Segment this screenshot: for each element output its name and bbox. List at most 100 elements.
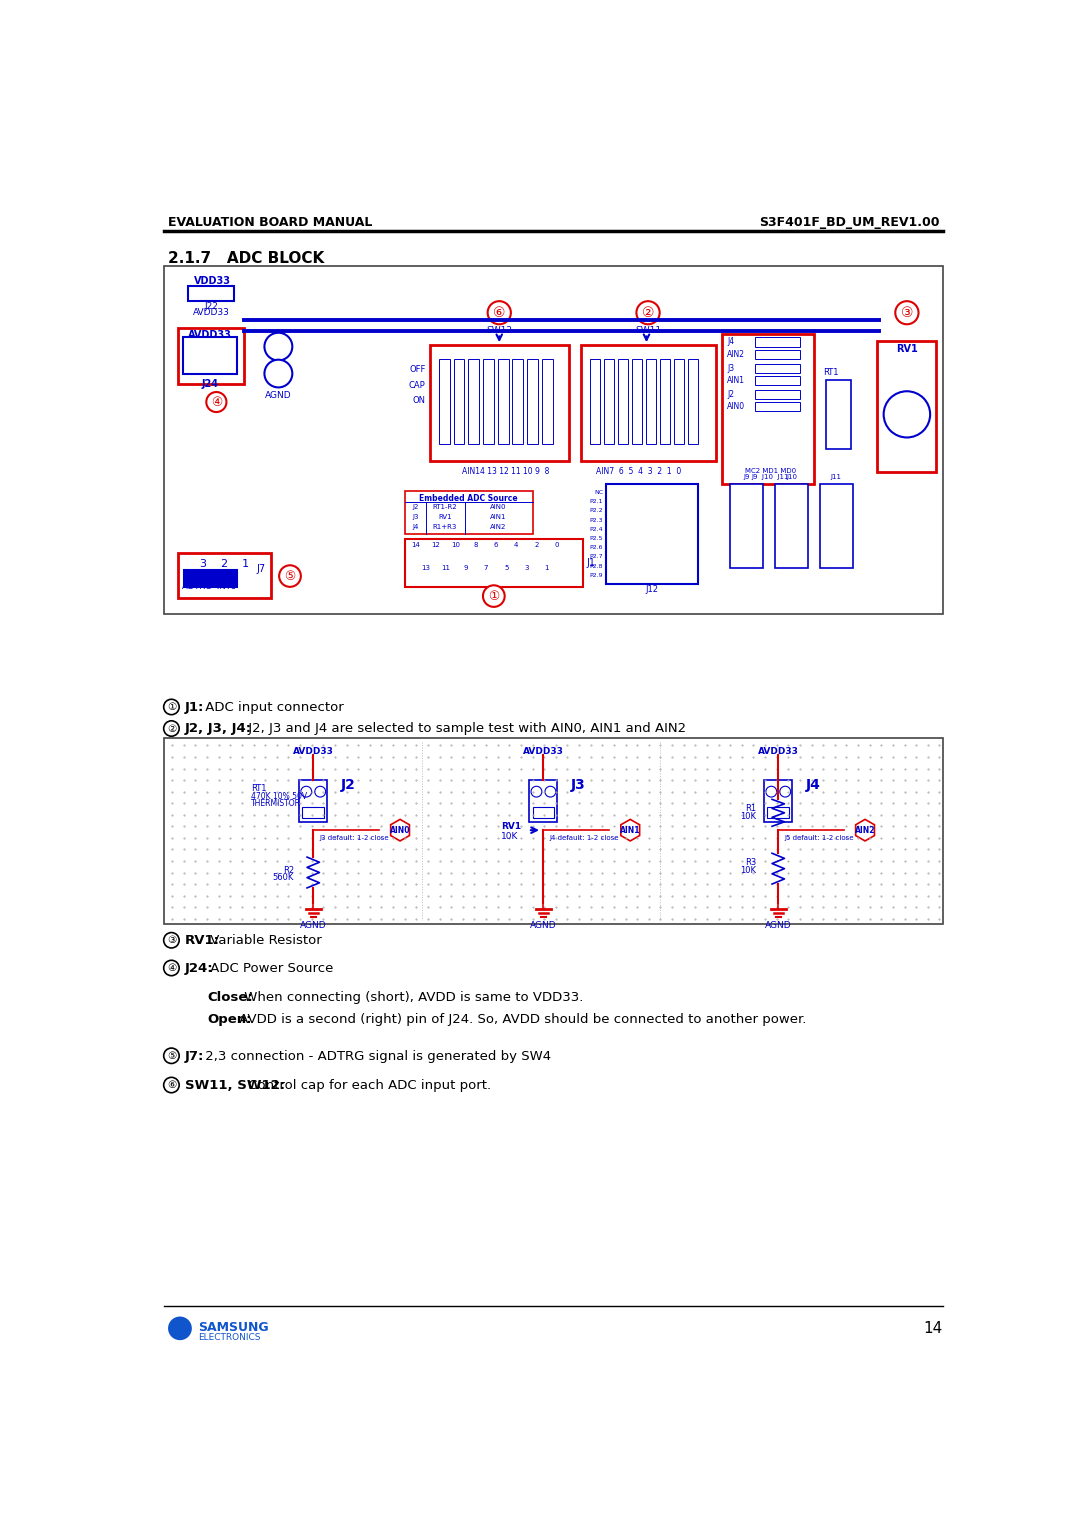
Circle shape [265, 359, 293, 388]
Circle shape [314, 787, 326, 798]
Bar [755, 364, 800, 373]
Text: THERMISTOR: THERMISTOR [252, 799, 301, 808]
Text: ON: ON [413, 396, 426, 405]
Bar [660, 359, 670, 443]
Text: R3: R3 [745, 859, 757, 866]
Bar [177, 553, 271, 597]
Text: J4: J4 [806, 778, 821, 792]
Text: J12: J12 [646, 585, 659, 594]
Bar [765, 781, 793, 822]
Text: AGND: AGND [265, 391, 292, 400]
Text: 560K: 560K [272, 874, 294, 882]
Text: J2: J2 [340, 778, 355, 792]
Circle shape [545, 787, 556, 798]
Circle shape [164, 932, 179, 947]
Circle shape [279, 565, 301, 587]
Bar [674, 359, 684, 443]
Text: VDD33: VDD33 [194, 275, 231, 286]
Text: AVDD33: AVDD33 [293, 747, 334, 756]
Text: ADC input connector: ADC input connector [201, 701, 343, 714]
Text: J2: J2 [413, 504, 419, 510]
Text: 12: 12 [431, 542, 441, 549]
Bar [469, 359, 480, 443]
Text: J1:: J1: [185, 701, 204, 714]
Text: OFF: OFF [409, 365, 426, 374]
Text: SW11, SW12:: SW11, SW12: [185, 1079, 285, 1093]
Text: 1: 1 [544, 565, 549, 571]
Text: SAMSUNG: SAMSUNG [199, 1322, 269, 1334]
Bar [405, 492, 532, 535]
Text: ⑥: ⑥ [492, 306, 505, 319]
Circle shape [164, 700, 179, 715]
Text: ELECTRONICS: ELECTRONICS [199, 1332, 261, 1342]
Text: EVALUATION BOARD MANUAL: EVALUATION BOARD MANUAL [167, 217, 372, 229]
Text: ④: ④ [166, 963, 176, 973]
Text: ADTRG  INT8: ADTRG INT8 [183, 582, 237, 591]
Text: 3: 3 [524, 565, 528, 571]
Bar [604, 359, 613, 443]
Circle shape [301, 787, 312, 798]
Text: J22: J22 [204, 303, 218, 310]
Text: 8: 8 [474, 542, 478, 549]
Text: R1+R3: R1+R3 [433, 524, 457, 530]
Text: P2.9: P2.9 [590, 573, 603, 578]
Text: Variable Resistor: Variable Resistor [206, 934, 322, 947]
Bar [527, 359, 538, 443]
Text: AIN2: AIN2 [854, 825, 875, 834]
Bar [826, 380, 851, 449]
Bar [730, 484, 762, 568]
Text: J4: J4 [413, 524, 419, 530]
Bar [164, 266, 943, 614]
Text: J4 default: 1-2 close: J4 default: 1-2 close [550, 834, 619, 840]
Text: 4: 4 [514, 542, 518, 549]
Text: Embedded ADC Source: Embedded ADC Source [419, 494, 517, 503]
Circle shape [164, 1077, 179, 1093]
Text: SW12: SW12 [486, 325, 512, 335]
Text: AIN0: AIN0 [489, 504, 505, 510]
Bar [755, 402, 800, 411]
Text: J2, J3 and J4 are selected to sample test with AIN0, AIN1 and AIN2: J2, J3 and J4 are selected to sample tes… [244, 723, 687, 735]
Text: P2.4: P2.4 [590, 527, 603, 532]
Circle shape [164, 1048, 179, 1063]
Bar [688, 359, 698, 443]
Text: AIN7  6  5  4  3  2  1  0: AIN7 6 5 4 3 2 1 0 [596, 466, 681, 475]
Text: 10: 10 [451, 542, 460, 549]
Text: ⑤: ⑤ [284, 570, 296, 582]
Text: CAP: CAP [409, 380, 426, 390]
Text: ④: ④ [211, 396, 222, 408]
Text: J10: J10 [786, 474, 797, 480]
Bar [183, 338, 238, 374]
Text: AIN1: AIN1 [620, 825, 640, 834]
Text: AGND: AGND [300, 921, 326, 931]
Text: 14: 14 [923, 1322, 943, 1337]
Bar [723, 333, 814, 484]
Text: 10K: 10K [741, 811, 757, 821]
Bar [184, 570, 237, 587]
Text: J1: J1 [586, 558, 596, 568]
Text: J7: J7 [257, 564, 266, 573]
Bar [755, 350, 800, 359]
Text: MC2 MD1 MD0: MC2 MD1 MD0 [745, 469, 796, 474]
Text: P2.7: P2.7 [590, 555, 603, 559]
Bar [188, 286, 234, 301]
Bar [542, 359, 553, 443]
Text: J7:: J7: [185, 1050, 204, 1062]
Circle shape [636, 301, 660, 324]
Text: ①: ① [166, 701, 176, 712]
Text: 13: 13 [421, 565, 430, 571]
Circle shape [895, 301, 918, 324]
Text: P2.8: P2.8 [590, 564, 603, 568]
Bar [529, 781, 557, 822]
Bar [755, 376, 800, 385]
Bar [820, 484, 852, 568]
Bar [755, 390, 800, 399]
Text: 0: 0 [554, 542, 558, 549]
Circle shape [164, 721, 179, 736]
Text: RV1: RV1 [501, 822, 521, 831]
Text: P2.3: P2.3 [590, 518, 603, 523]
Text: J5 default: 1-2 close: J5 default: 1-2 close [784, 834, 854, 840]
Text: 14: 14 [411, 542, 420, 549]
Text: ②: ② [166, 724, 176, 733]
Text: AIN1: AIN1 [727, 376, 745, 385]
Circle shape [780, 787, 791, 798]
